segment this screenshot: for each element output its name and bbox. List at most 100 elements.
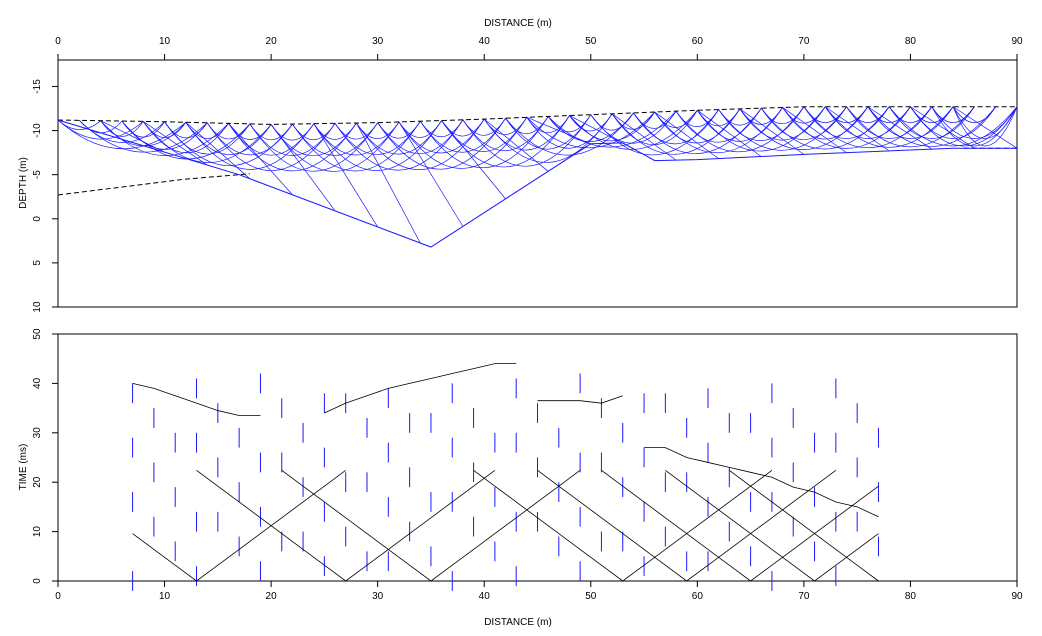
traveltime-curve	[132, 383, 261, 416]
ray-path	[931, 106, 1018, 147]
ray-path	[590, 112, 634, 131]
ray-path	[931, 106, 1018, 139]
ray-path	[206, 122, 293, 156]
ray-path	[547, 114, 592, 133]
ray-path	[654, 107, 783, 154]
x-tick-label: 50	[585, 591, 597, 602]
ray-path	[419, 116, 549, 168]
time-plot-picks	[132, 373, 879, 591]
x-tick-label: 40	[479, 591, 491, 602]
ray-path	[505, 112, 634, 156]
time-plot-traveltime-curves	[132, 363, 879, 582]
x-tick-label: 70	[798, 36, 810, 47]
ray-path	[803, 106, 933, 149]
x-tick-label: 90	[1011, 591, 1023, 602]
ray-path	[419, 118, 506, 153]
depth-plot-xlabel: DISTANCE (m)	[484, 18, 552, 29]
ray-path	[697, 107, 783, 142]
ray-path	[888, 106, 1018, 147]
y-tick-label: -15	[32, 79, 43, 94]
ray-path	[142, 121, 229, 154]
refractor-interface	[57, 119, 1017, 248]
x-tick-label: 10	[159, 36, 171, 47]
time-plot: DISTANCE (m) TIME (ms) 0 10 20 30 40 50 60 70 80…	[18, 328, 1023, 628]
traveltime-curve	[601, 470, 879, 582]
ray-path	[292, 121, 421, 172]
traveltime-curve	[537, 395, 623, 404]
ray-path	[228, 123, 293, 196]
ray-path	[611, 108, 741, 155]
y-tick-label: 5	[32, 260, 43, 266]
ray-path	[356, 120, 442, 155]
ray-path	[483, 117, 528, 135]
ray-path	[633, 107, 762, 154]
x-tick-label: 30	[372, 591, 384, 602]
ray-path	[100, 120, 165, 153]
ray-path	[760, 106, 805, 124]
ray-path	[547, 110, 677, 148]
x-tick-label: 0	[55, 591, 61, 602]
x-tick-label: 80	[905, 591, 917, 602]
y-tick-label: 10	[32, 526, 43, 538]
ray-path	[419, 119, 464, 137]
ray-path	[952, 106, 1018, 147]
ray-path	[270, 121, 400, 172]
traveltime-curve	[281, 470, 581, 582]
ray-path	[611, 111, 656, 130]
ray-path	[462, 114, 592, 167]
ray-path	[931, 106, 975, 123]
ray-path	[334, 122, 378, 140]
traveltime-curve	[324, 363, 517, 414]
ray-path	[760, 106, 890, 150]
ray-path	[739, 108, 805, 155]
ray-path	[462, 118, 506, 136]
ray-path	[654, 111, 719, 159]
ray-path	[228, 122, 357, 172]
ray-path	[398, 117, 528, 169]
time-plot-ylabel: TIME (ms)	[18, 444, 29, 491]
layer-boundary	[57, 173, 250, 196]
ray-path	[547, 112, 634, 142]
ray-path	[718, 106, 805, 141]
depth-plot-y-ticks: -15 -10 -5 0 5 10	[32, 79, 58, 313]
ray-path	[697, 109, 762, 157]
time-plot-x-ticks: 0 10 20 30 40 50 60 70 80 90	[55, 581, 1023, 602]
ray-path	[185, 122, 315, 170]
ray-path	[611, 110, 698, 146]
ray-path	[57, 119, 144, 140]
ray-path	[142, 121, 272, 163]
depth-plot: DISTANCE (m) DEPTH (m) 0 10 20 30 40 50 60 70 80…	[18, 18, 1023, 313]
ray-path	[739, 107, 783, 125]
ray-path	[654, 110, 698, 128]
ray-path	[313, 120, 442, 171]
ray-path	[441, 118, 485, 137]
traveltime-curve	[132, 470, 346, 582]
ray-path	[334, 119, 464, 171]
ray-path	[356, 118, 485, 170]
traveltime-curve	[473, 470, 773, 582]
time-plot-xlabel: DISTANCE (m)	[484, 617, 552, 628]
ray-path	[867, 106, 996, 147]
ray-path	[377, 121, 421, 139]
ray-path	[441, 117, 528, 152]
ray-path	[292, 123, 336, 140]
time-plot-frame	[57, 333, 1018, 582]
ray-path	[569, 111, 655, 142]
depth-plot-ylabel: DEPTH (m)	[18, 157, 29, 209]
traveltime-curve	[537, 470, 837, 582]
y-tick-label: 50	[32, 328, 43, 340]
ray-path	[206, 122, 336, 171]
y-tick-label: -5	[32, 170, 43, 179]
depth-plot-x-ticks: 0 10 20 30 40 50 60 70 80 90	[55, 36, 1023, 60]
ray-path	[185, 122, 229, 139]
ray-path	[100, 120, 229, 156]
ray-path	[164, 121, 293, 167]
x-tick-label: 10	[159, 591, 171, 602]
ray-path	[313, 121, 400, 156]
ray-path	[846, 106, 975, 148]
ray-path	[739, 106, 869, 150]
ray-path	[867, 106, 932, 150]
ray-path	[313, 122, 357, 140]
ray-path	[270, 124, 336, 212]
